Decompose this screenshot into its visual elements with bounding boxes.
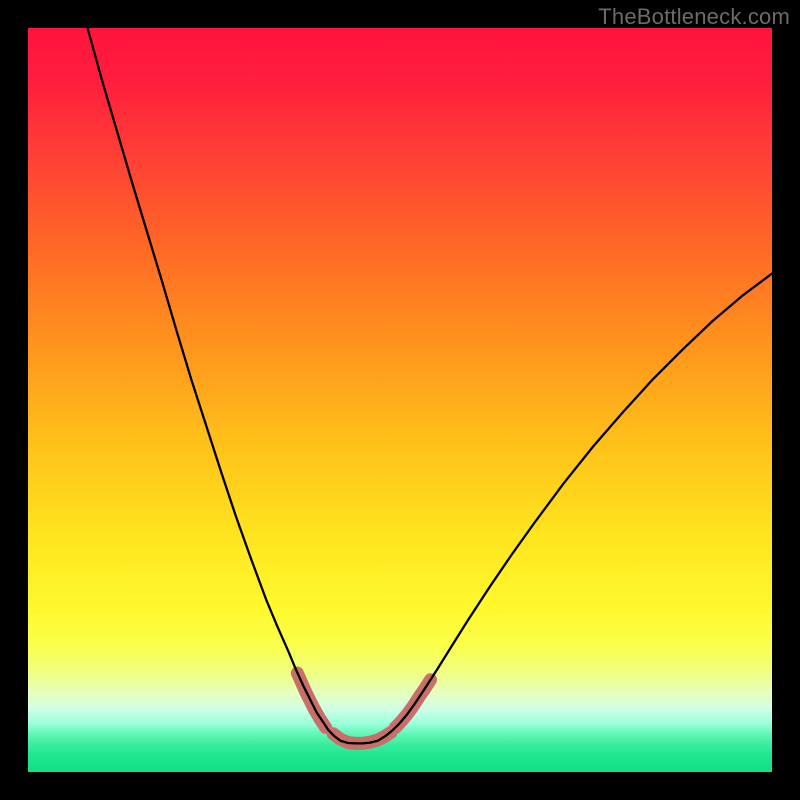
bottleneck-chart-svg	[28, 28, 772, 772]
watermark-text: TheBottleneck.com	[598, 4, 790, 30]
plot-frame	[28, 28, 772, 772]
gradient-background	[28, 28, 772, 772]
chart-container: TheBottleneck.com	[0, 0, 800, 800]
